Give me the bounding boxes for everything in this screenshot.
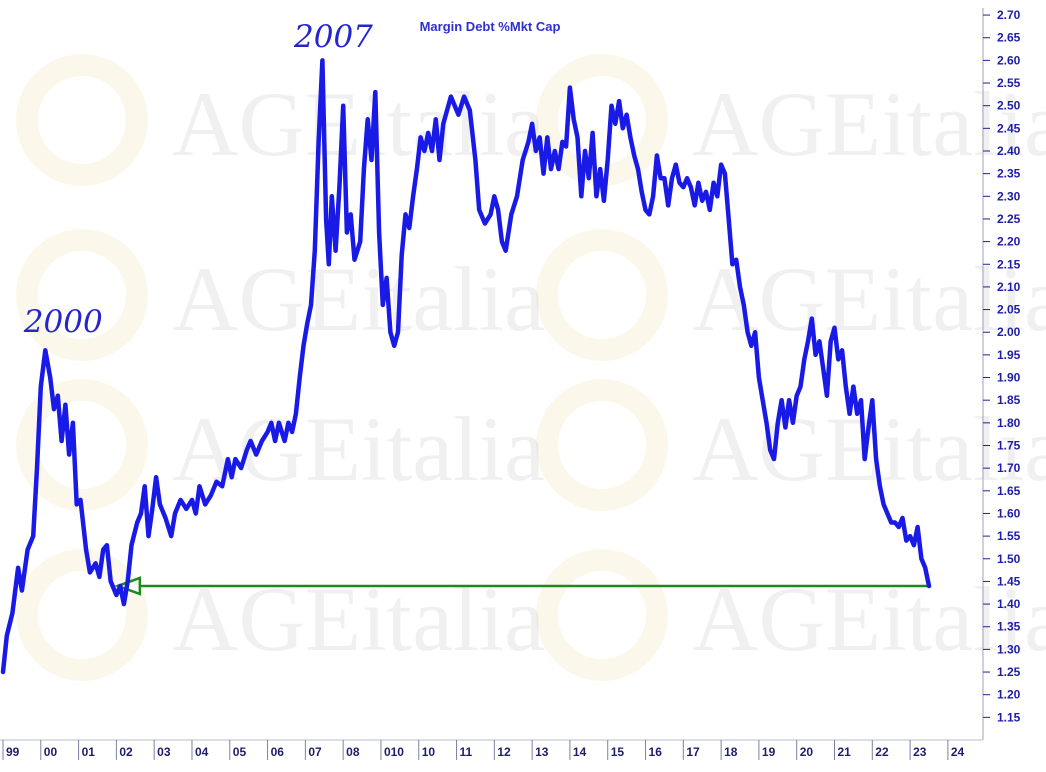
y-tick-label: 1.20 — [997, 688, 1021, 702]
x-axis-band — [0, 736, 960, 772]
watermark-text: AGEitalia — [172, 398, 545, 500]
watermark-layer: AGEitalia AGEitalia AGEitalia AGEitalia AGEi… — [16, 54, 1046, 681]
x-tick-label: 18 — [724, 745, 738, 759]
y-tick-label: 2.35 — [997, 167, 1021, 181]
y-tick-label: 1.40 — [997, 597, 1021, 611]
x-tick-label: 13 — [535, 745, 549, 759]
watermark-logo — [16, 54, 148, 186]
y-tick-label: 1.85 — [997, 393, 1021, 407]
y-tick-label: 1.60 — [997, 506, 1021, 520]
y-tick-label: 2.50 — [997, 99, 1021, 113]
watermark-logo — [16, 229, 148, 361]
watermark-text: AGEitalia — [692, 248, 1046, 350]
x-tick-label: 11 — [460, 745, 473, 759]
x-tick-label: 15 — [611, 745, 625, 759]
y-axis: 1.15 1.20 1.25 1.30 1.35 1.40 1.45 1.50 1.55 1.60… — [983, 8, 1021, 724]
y-tick-label: 2.00 — [997, 325, 1021, 339]
watermark-text: AGEitalia — [692, 568, 1046, 670]
y-tick-label: 1.70 — [997, 461, 1021, 475]
y-tick-label: 2.10 — [997, 280, 1021, 294]
y-tick-label: 2.20 — [997, 235, 1021, 249]
y-tick-label: 1.30 — [997, 642, 1021, 656]
x-tick-label: 07 — [308, 745, 322, 759]
x-tick-label: 03 — [157, 745, 171, 759]
watermark-logo — [16, 379, 148, 511]
watermark-text: AGEitalia — [172, 568, 545, 670]
x-tick-label: 21 — [837, 745, 851, 759]
x-tick-label: 02 — [119, 745, 133, 759]
y-tick-label: 2.45 — [997, 121, 1021, 135]
y-tick-label: 1.80 — [997, 416, 1021, 430]
watermark-text: AGEitalia — [172, 248, 545, 350]
chart-title: Margin Debt %Mkt Cap — [420, 19, 561, 34]
y-tick-label: 1.90 — [997, 371, 1021, 385]
watermark-logo — [16, 549, 148, 681]
y-tick-label: 1.25 — [997, 665, 1021, 679]
y-tick-label: 1.95 — [997, 348, 1021, 362]
watermark-logo — [536, 54, 668, 186]
x-tick-label: 10 — [422, 745, 436, 759]
y-tick-label: 2.65 — [997, 31, 1021, 45]
watermark-logo — [536, 549, 668, 681]
y-tick-label: 2.55 — [997, 76, 1021, 90]
y-tick-label: 2.30 — [997, 189, 1021, 203]
y-tick-label: 2.25 — [997, 212, 1021, 226]
x-tick-label: 06 — [271, 745, 285, 759]
x-tick-label: 23 — [913, 745, 927, 759]
x-tick-label: 04 — [195, 745, 209, 759]
x-tick-label: 00 — [44, 745, 58, 759]
y-tick-label: 1.50 — [997, 552, 1021, 566]
y-tick-label: 1.45 — [997, 574, 1021, 588]
y-tick-label: 1.15 — [997, 710, 1021, 724]
x-tick-label: 01 — [82, 745, 96, 759]
x-tick-label: 08 — [346, 745, 360, 759]
x-tick-label: 14 — [573, 745, 587, 759]
x-tick-label: 17 — [686, 745, 700, 759]
x-tick-label: 20 — [800, 745, 814, 759]
y-tick-label: 2.40 — [997, 144, 1021, 158]
x-tick-label: 99 — [6, 745, 20, 759]
x-tick-label: 24 — [951, 745, 965, 759]
y-tick-label: 2.60 — [997, 53, 1021, 67]
x-tick-label: 16 — [649, 745, 663, 759]
y-tick-label: 2.05 — [997, 303, 1021, 317]
y-tick-label: 1.35 — [997, 620, 1021, 634]
y-tick-label: 2.15 — [997, 257, 1021, 271]
annotations: 2000 2007 — [23, 19, 373, 340]
x-tick-label: 22 — [875, 745, 889, 759]
series-line — [0, 58, 932, 675]
watermark-text: AGEitalia — [172, 73, 545, 175]
x-tick-label: 12 — [497, 745, 511, 759]
y-tick-label: 1.75 — [997, 438, 1021, 452]
x-tick-label: 010 — [384, 745, 404, 759]
y-tick-label: 2.70 — [997, 8, 1021, 22]
x-tick-label: 05 — [233, 745, 247, 759]
x-axis: 99 00 01 02 03 04 05 06 07 08 010 10 11 12 13 14 15 16 17 1… — [2, 740, 965, 760]
y-tick-label: 1.55 — [997, 529, 1021, 543]
watermark-logo — [536, 229, 668, 361]
y-tick-label: 1.65 — [997, 484, 1021, 498]
peak-annotation: 2000 — [23, 304, 103, 340]
peak-annotation: 2007 — [293, 19, 373, 55]
watermark-text: AGEitalia — [692, 73, 1046, 175]
x-tick-label: 19 — [762, 745, 776, 759]
watermark-logo — [536, 379, 668, 511]
